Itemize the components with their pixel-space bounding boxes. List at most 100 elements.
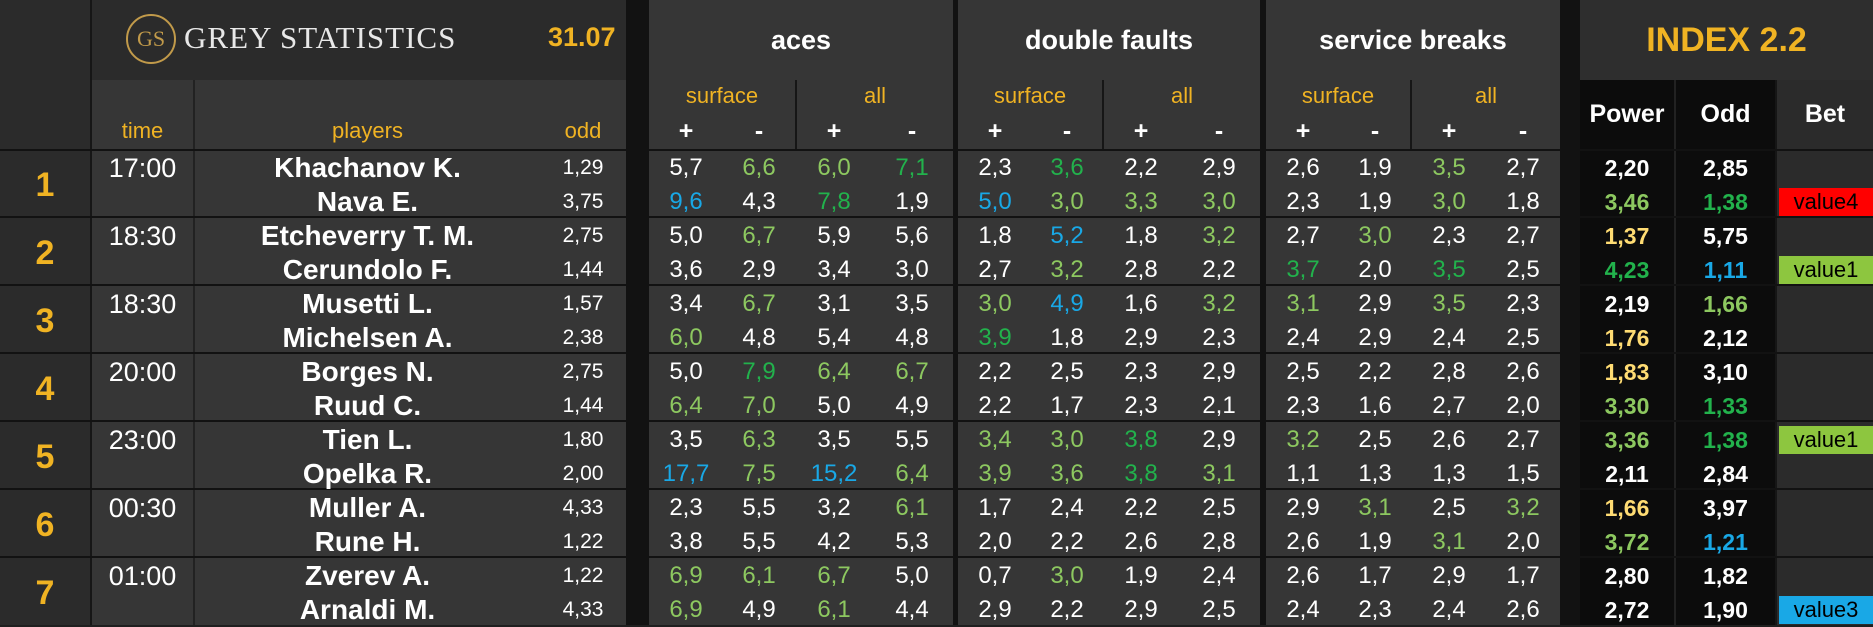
stat-value: 2,8 [1202, 528, 1236, 555]
stat-value: 2,9 [1358, 324, 1392, 351]
stat-value: 2,5 [1202, 494, 1236, 521]
stat-value: 6,1 [895, 494, 929, 521]
stat-value: 2,8 [1432, 358, 1466, 385]
stat-value: 2,9 [1124, 596, 1158, 623]
stat-value: 3,5 [1432, 256, 1466, 283]
stat-value: 2,4 [1202, 562, 1236, 589]
power-value: 1,76 [1604, 324, 1650, 351]
stat-value: 9,6 [669, 188, 703, 215]
player-name: Tien L. [322, 424, 413, 455]
match-time: 01:00 [108, 560, 177, 591]
sub-sb-surface: surface [1301, 83, 1375, 108]
stat-value: 5,3 [895, 528, 929, 555]
stat-value: 3,0 [1358, 222, 1392, 249]
player-name: Musetti L. [302, 288, 433, 319]
index-odd-value: 1,82 [1703, 562, 1748, 589]
stat-value: 1,9 [1124, 562, 1158, 589]
stat-value: 4,8 [742, 324, 776, 351]
stat-value: 2,0 [1506, 528, 1540, 555]
pm-header: + [826, 116, 842, 145]
stat-value: 4,3 [742, 188, 776, 215]
stat-value: 6,6 [742, 154, 776, 181]
index-odd-value: 2,84 [1703, 460, 1748, 487]
index-odd-value: 1,33 [1703, 392, 1748, 419]
player-odd: 2,75 [562, 360, 604, 383]
index-odd-value: 3,97 [1703, 494, 1748, 521]
stat-value: 2,9 [1202, 358, 1236, 385]
stat-value: 2,2 [978, 358, 1012, 385]
brand-name: GREY STATISTICS [184, 20, 457, 55]
index-odd-value: 1,11 [1703, 256, 1748, 283]
player-odd: 2,00 [562, 462, 604, 485]
stat-value: 1,6 [1358, 392, 1392, 419]
player-odd: 1,44 [562, 394, 604, 417]
stat-value: 2,7 [1506, 426, 1540, 453]
stat-value: 2,0 [978, 528, 1012, 555]
column-header-time: time [121, 118, 164, 143]
column-header-odd: odd [564, 118, 602, 143]
stat-value: 1,8 [1124, 222, 1158, 249]
stat-value: 3,0 [1202, 188, 1236, 215]
stat-value: 5,7 [669, 154, 703, 181]
match-number: 6 [35, 505, 55, 544]
logo-emblem: GS [126, 14, 176, 64]
stat-value: 6,3 [742, 426, 776, 453]
player-odd: 4,33 [562, 496, 604, 519]
stat-value: 5,9 [817, 222, 851, 249]
player-odd: 1,57 [562, 292, 604, 315]
stat-value: 1,7 [978, 494, 1012, 521]
stat-value: 6,4 [817, 358, 851, 385]
stat-value: 2,3 [669, 494, 703, 521]
stat-value: 2,3 [1286, 392, 1320, 419]
index-odd-value: 1,38 [1703, 426, 1748, 453]
stat-value: 3,9 [978, 460, 1012, 487]
stat-value: 2,3 [1202, 324, 1236, 351]
stat-value: 3,1 [1358, 494, 1392, 521]
sub-df-all: all [1170, 83, 1193, 108]
power-value: 2,11 [1605, 460, 1649, 487]
stat-value: 2,3 [1124, 358, 1158, 385]
match-number: 4 [35, 369, 55, 408]
stat-value: 2,6 [1124, 528, 1158, 555]
player-odd: 1,22 [562, 564, 604, 587]
stat-value: 4,9 [1050, 290, 1084, 317]
index-odd-value: 5,75 [1703, 222, 1748, 249]
pm-header: - [1062, 116, 1072, 145]
pm-header: - [1370, 116, 1380, 145]
stat-value: 2,2 [1050, 596, 1084, 623]
stat-value: 1,7 [1506, 562, 1540, 589]
stat-value: 2,5 [1202, 596, 1236, 623]
sub-aces-all: all [863, 83, 886, 108]
stat-value: 7,1 [895, 154, 929, 181]
stat-value: 3,8 [1124, 460, 1158, 487]
stat-value: 2,4 [1050, 494, 1084, 521]
stat-value: 6,0 [669, 324, 703, 351]
stat-value: 6,0 [817, 154, 851, 181]
stat-value: 2,2 [1202, 256, 1236, 283]
stat-value: 2,0 [1506, 392, 1540, 419]
stat-value: 2,6 [1432, 426, 1466, 453]
power-value: 3,30 [1604, 392, 1650, 419]
stat-value: 3,8 [1124, 426, 1158, 453]
stat-value: 3,9 [978, 324, 1012, 351]
stat-value: 6,7 [742, 290, 776, 317]
stat-value: 17,7 [662, 460, 710, 487]
stat-value: 2,5 [1286, 358, 1320, 385]
stat-value: 1,9 [1358, 528, 1392, 555]
match-number: 3 [35, 301, 55, 340]
stat-value: 2,6 [1286, 562, 1320, 589]
stat-value: 6,4 [669, 392, 703, 419]
stat-value: 15,2 [810, 460, 858, 487]
stat-value: 1,8 [1506, 188, 1540, 215]
stat-value: 2,2 [1358, 358, 1392, 385]
stat-value: 1,9 [1358, 188, 1392, 215]
stat-value: 2,8 [1124, 256, 1158, 283]
stat-value: 2,0 [1358, 256, 1392, 283]
stat-value: 1,1 [1286, 460, 1320, 487]
player-name: Borges N. [301, 356, 434, 387]
stat-value: 2,5 [1050, 358, 1084, 385]
power-value: 2,80 [1604, 562, 1650, 589]
pm-header: + [987, 116, 1003, 145]
stat-value: 3,4 [817, 256, 851, 283]
